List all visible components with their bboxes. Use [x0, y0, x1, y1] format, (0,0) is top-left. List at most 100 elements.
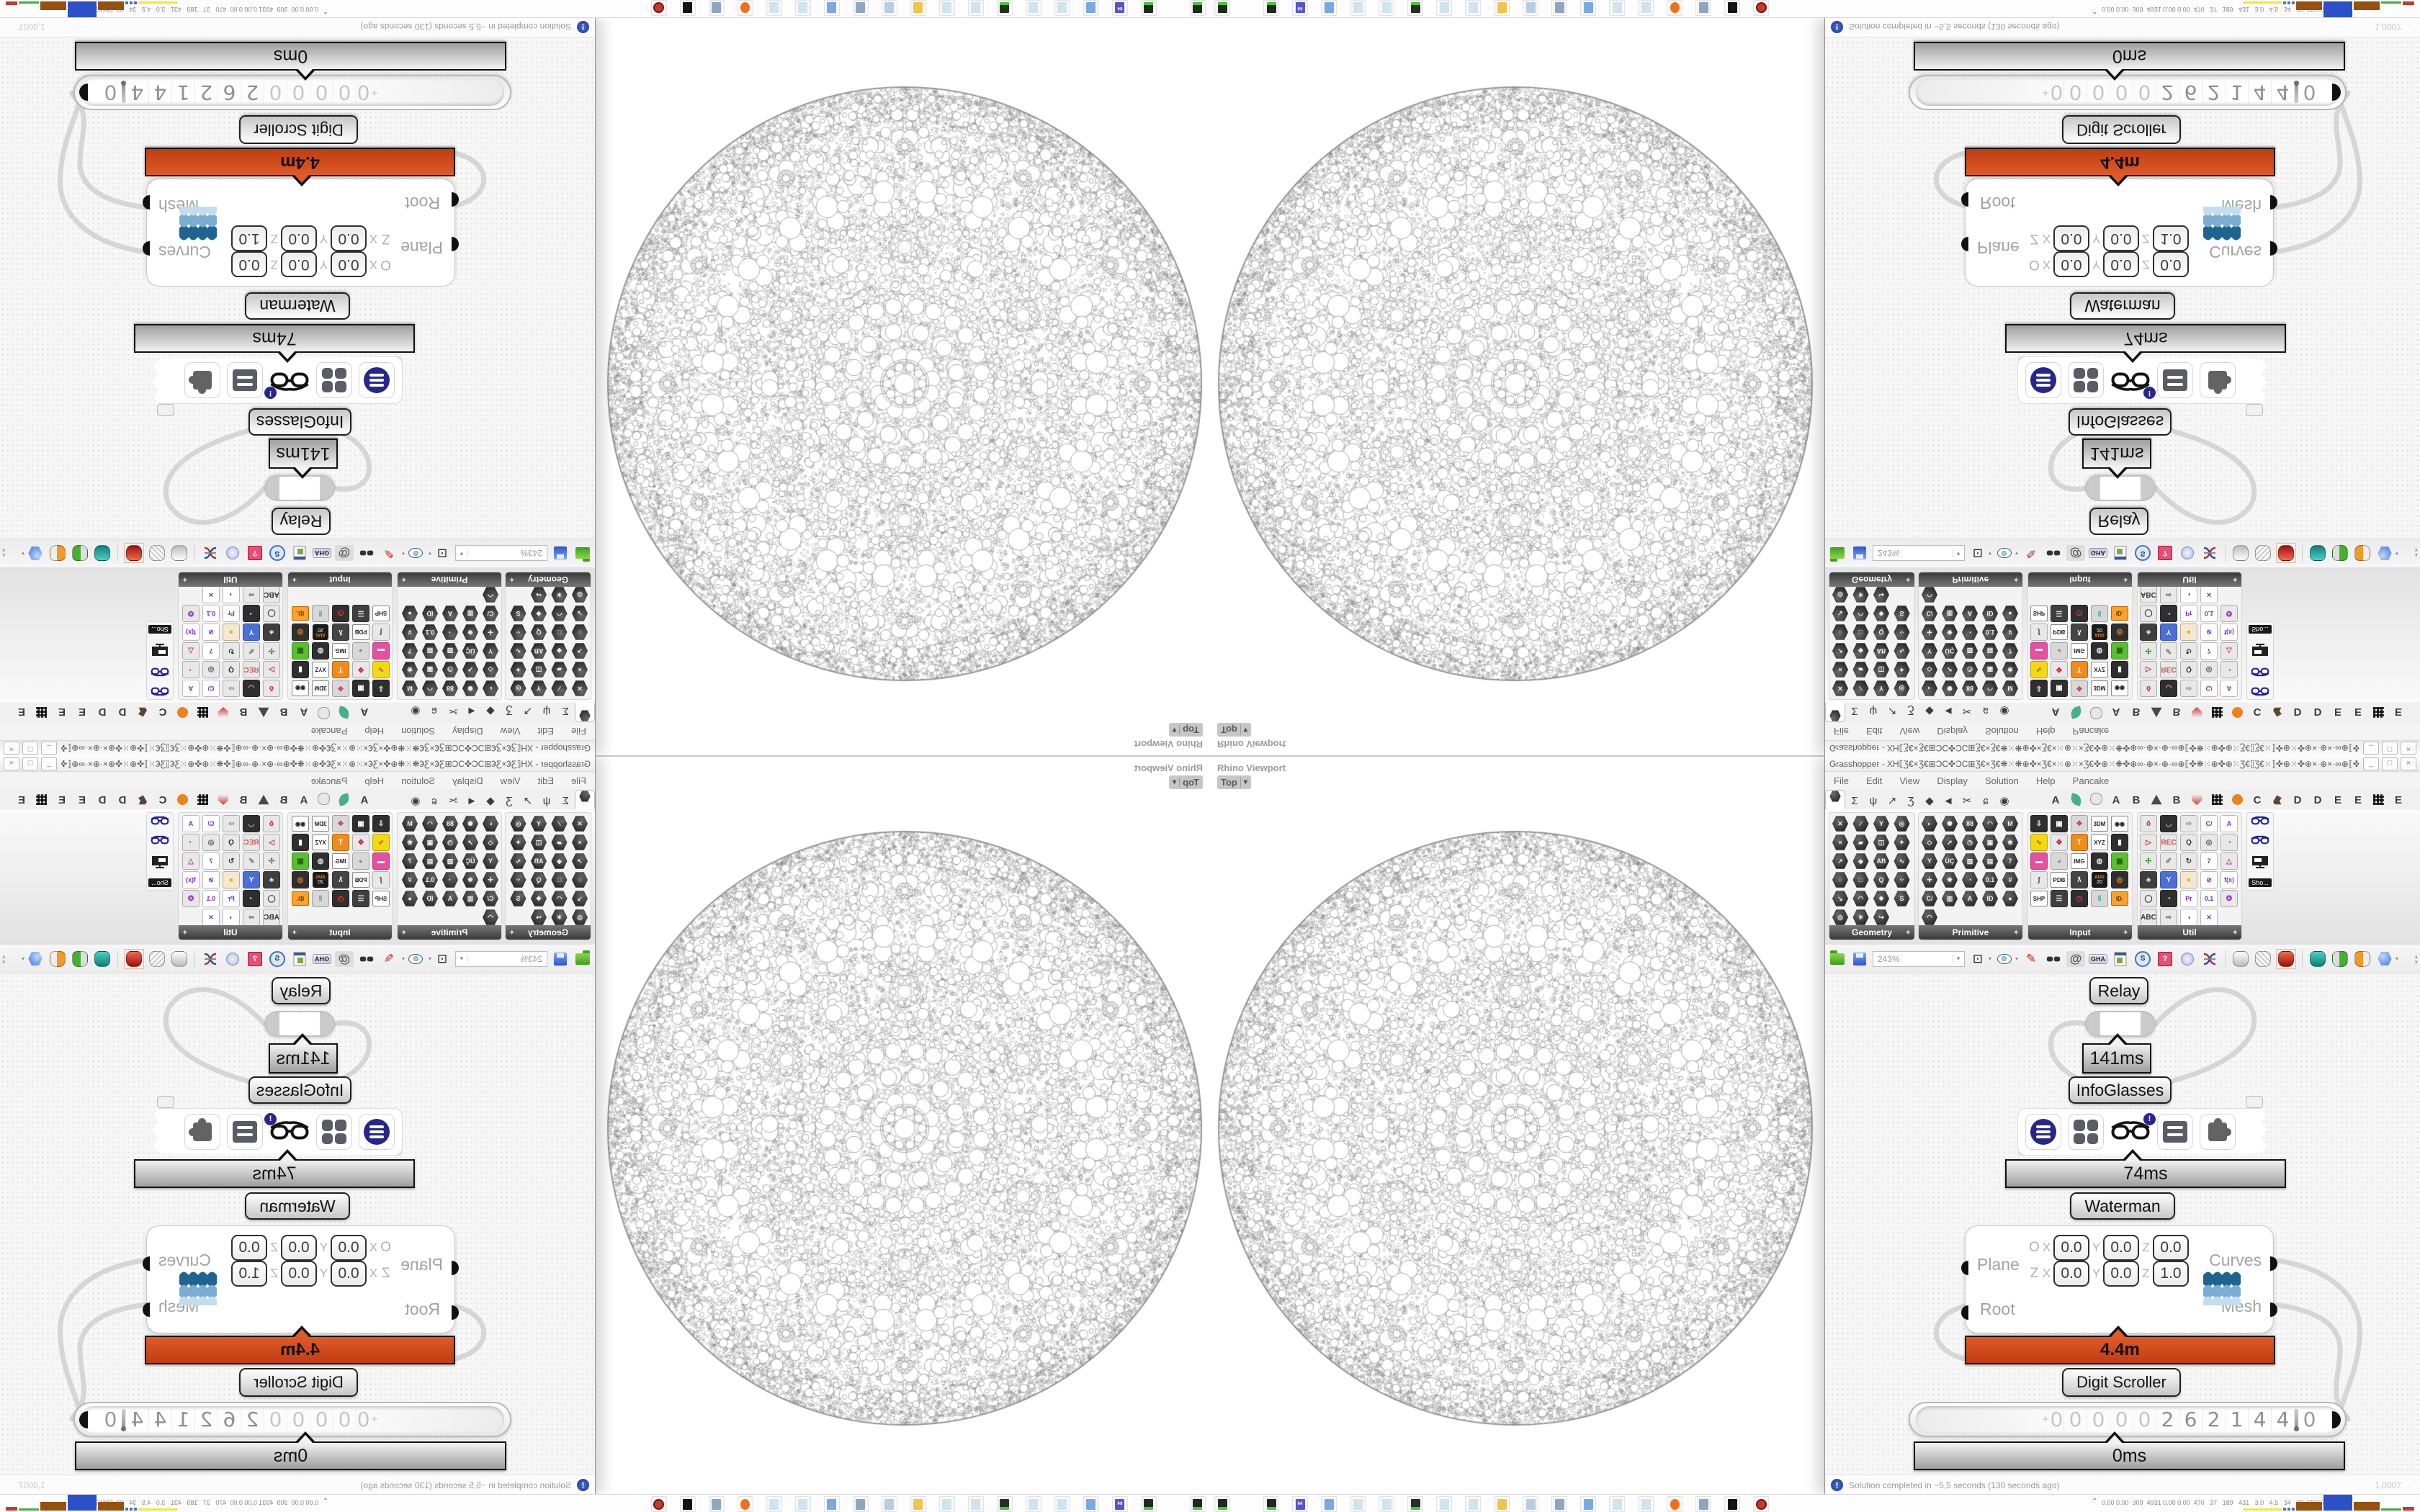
menu-item-view[interactable]: View: [1899, 775, 1920, 786]
category-tab-plugin[interactable]: D: [2313, 794, 2322, 806]
component-icon[interactable]: ○: [571, 624, 588, 641]
menu-item-file[interactable]: File: [1834, 775, 1849, 786]
taskbar-icon-pad[interactable]: [1054, 1496, 1070, 1512]
component-icon[interactable]: ◍: [2091, 852, 2108, 870]
palette-panel-label[interactable]: Primitive ✦: [1919, 572, 2022, 587]
component-icon[interactable]: ●: [401, 890, 418, 907]
component-icon[interactable]: ‖: [312, 605, 329, 622]
digit-cell[interactable]: 0: [310, 81, 333, 104]
gha-assembly-button[interactable]: GHA: [312, 950, 331, 968]
component-icon[interactable]: ✕: [2200, 909, 2218, 926]
component-icon[interactable]: ◠: [482, 586, 499, 603]
category-tab-plugin[interactable]: [254, 794, 274, 809]
zoom-combo[interactable]: 243% ▾: [455, 545, 547, 562]
category-tab-icon[interactable]: ψ: [1869, 705, 1878, 717]
component-icon[interactable]: SHP: [372, 890, 390, 907]
category-tab-plugin[interactable]: A: [2112, 794, 2120, 806]
component-icon[interactable]: ❖: [2071, 680, 2088, 697]
stereo-glasses-button[interactable]: [357, 950, 376, 968]
component-icon[interactable]: 7: [202, 852, 220, 870]
component-icon[interactable]: ○: [1832, 871, 1849, 888]
digit-cell[interactable]: 4: [148, 1408, 171, 1431]
palette-panel-label[interactable]: Util ✦: [2138, 925, 2241, 940]
digit-cell[interactable]: 4: [2272, 81, 2295, 104]
component-icon[interactable]: ✕: [202, 909, 220, 926]
category-tab-icon[interactable]: ψ: [542, 705, 551, 717]
component-icon[interactable]: ▰: [551, 834, 568, 851]
digit-cell[interactable]: 2: [2202, 81, 2226, 104]
pot-white-button[interactable]: [170, 950, 189, 968]
palette-panel-label[interactable]: Util ✦: [179, 925, 282, 940]
cylinder-wire-button[interactable]: [2254, 950, 2272, 968]
taskbar-icon-badge[interactable]: [1753, 0, 1769, 16]
component-icon[interactable]: ×: [571, 834, 588, 851]
component-icon[interactable]: ◍: [312, 852, 329, 870]
component-icon[interactable]: ◔: [2160, 890, 2177, 907]
panel-expand-icon[interactable]: ✦: [1905, 576, 1911, 584]
menu-item-view[interactable]: View: [500, 726, 521, 737]
relay-node-label[interactable]: Relay: [2089, 508, 2148, 535]
output-grip-digits[interactable]: [2332, 84, 2341, 102]
component-icon[interactable]: M: [401, 815, 418, 832]
cylinder-teal-button[interactable]: [93, 950, 112, 968]
component-icon[interactable]: ◠: [1921, 909, 1938, 926]
component-icon[interactable]: 0.1: [1981, 624, 1999, 641]
component-icon[interactable]: ▷: [2140, 834, 2157, 851]
taskbar-icon-monitor[interactable]: [1407, 1496, 1423, 1512]
component-icon[interactable]: ÜÇ: [462, 642, 479, 660]
component-icon[interactable]: C/: [202, 815, 220, 832]
infoglasses-plugin-button[interactable]: [2200, 1114, 2236, 1150]
category-tab-plugin[interactable]: D: [2313, 706, 2322, 718]
menu-item-help[interactable]: Help: [364, 726, 385, 737]
menu-item-pancake[interactable]: Pancake: [310, 726, 348, 737]
category-tab-plugin[interactable]: B: [2172, 794, 2181, 806]
plane-value-o-x[interactable]: 0.0: [331, 1235, 367, 1261]
category-tab-plugin[interactable]: B: [2132, 794, 2141, 806]
cylinder-red-button[interactable]: [123, 948, 144, 969]
component-icon[interactable]: ÜÇ: [1941, 852, 1958, 870]
digit-cell[interactable]: 4: [125, 81, 148, 104]
panel-expand-icon[interactable]: ✦: [2123, 928, 2128, 936]
component-icon[interactable]: Y: [1873, 815, 1890, 832]
category-tab-plugin[interactable]: [193, 703, 213, 718]
component-icon[interactable]: Y: [482, 642, 499, 660]
component-icon[interactable]: ↻: [2180, 852, 2197, 870]
component-icon[interactable]: ◯: [2140, 890, 2157, 907]
waterman-component[interactable]: Plane Root Curves Mesh O X 0.0 Y 0.0 Z 0.0 Z X 0.…: [1961, 179, 2277, 287]
presentation-icon[interactable]: [2251, 639, 2269, 657]
sketch-pen-button[interactable]: ✎: [383, 546, 395, 561]
infoglasses-goggles-icon[interactable]: !: [269, 368, 310, 393]
viewport-tab-top[interactable]: Top ▾: [1217, 775, 1251, 789]
panel-expand-icon[interactable]: ✦: [2013, 576, 2019, 584]
component-icon[interactable]: 88: [1961, 680, 1978, 697]
category-tab-icon[interactable]: ◉: [411, 795, 421, 807]
component-icon[interactable]: 0.1: [202, 890, 220, 907]
component-icon[interactable]: C/: [482, 890, 499, 907]
category-tab-plugin[interactable]: E: [2334, 706, 2341, 718]
cluster-box-button[interactable]: ?: [246, 950, 264, 968]
digit-scroller-label[interactable]: Digit Scroller: [239, 115, 358, 144]
component-icon[interactable]: ▰: [1852, 661, 1870, 678]
component-icon[interactable]: ◇: [1921, 661, 1938, 678]
taskbar-icon-doc[interactable]: [1083, 0, 1099, 16]
taskbar-icon-pad[interactable]: [1026, 0, 1041, 16]
digit-cell[interactable]: 4: [2249, 1408, 2272, 1431]
component-icon[interactable]: ∿: [2030, 834, 2048, 851]
taskbar-icon-calc[interactable]: [1551, 1496, 1567, 1512]
component-icon[interactable]: ▥: [1941, 890, 1958, 907]
solver-info-icon[interactable]: !: [1831, 21, 1843, 33]
cylinder-teal-button[interactable]: [2308, 544, 2327, 563]
category-tab-icon[interactable]: ɕ: [431, 705, 437, 717]
component-icon[interactable]: ❖: [332, 680, 349, 697]
palette-panel-label[interactable]: Primitive ✦: [398, 925, 501, 940]
taskbar-icon-terminal[interactable]: [1214, 0, 1230, 16]
output-grip-digits[interactable]: [79, 84, 88, 102]
component-icon[interactable]: ♣: [263, 871, 280, 888]
lightbulb-button[interactable]: [2178, 950, 2197, 968]
component-icon[interactable]: ☰: [352, 890, 369, 907]
save-file-button[interactable]: [1850, 950, 1869, 968]
category-tab-plugin[interactable]: D: [118, 706, 127, 718]
taskbar-icon-glove[interactable]: [680, 0, 696, 16]
preview-eye-button[interactable]: [406, 950, 425, 968]
glasses-info-icon[interactable]: [2251, 816, 2269, 829]
